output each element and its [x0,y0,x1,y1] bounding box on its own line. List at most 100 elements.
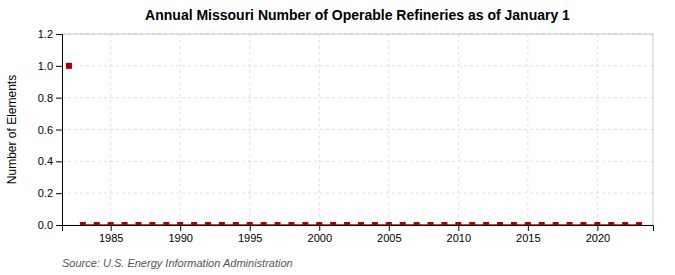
point [358,222,364,225]
point [441,222,447,225]
tick: 1990 [168,225,192,244]
tick-mark [180,225,181,231]
point [455,222,461,225]
tick-label: 0.4 [38,155,53,167]
point [594,222,600,225]
point [302,222,308,225]
point [553,222,559,225]
marks [66,63,642,225]
tick-label: 2020 [586,232,610,244]
tick: 1995 [238,225,262,244]
point [386,222,392,225]
point [288,222,294,225]
tick-label: 2010 [447,232,471,244]
tick: 1.0 [38,60,62,72]
grid-line [319,34,320,225]
point [400,222,406,225]
point [261,222,267,225]
point [539,222,545,225]
point [580,222,586,225]
tick-mark [56,66,62,67]
point [636,222,642,225]
point [372,222,378,225]
point [122,222,128,225]
tick-label: 2005 [377,232,401,244]
point [66,63,72,69]
point [525,222,531,225]
tick-label: 1.2 [38,28,53,40]
tick-mark [56,225,62,226]
y-axis: 0.0 0.2 0.4 0.6 0.8 1.0 1.2 [38,28,63,231]
point [163,222,169,225]
point [205,222,211,225]
point [414,222,420,225]
frame [653,34,654,225]
tick-mark [56,130,62,131]
tick-label: 0.0 [38,219,53,231]
grid-line [62,97,653,98]
point [511,222,517,225]
tick: 2000 [308,225,332,244]
tick-mark [56,193,62,194]
tick-mark [458,225,459,231]
point [135,222,141,225]
tick: 0.4 [38,155,62,167]
tick-label: 1990 [168,232,192,244]
point [233,222,239,225]
tick: 2005 [377,225,401,244]
y-axis-label: Number of Elements [5,75,19,184]
tick-mark [389,225,390,231]
point [275,222,281,225]
tick-mark [250,225,251,231]
title: Annual Missouri Number of Operable Refin… [145,7,570,23]
tick-label: 0.2 [38,187,53,199]
tick-label: 1.0 [38,60,53,72]
tick: 1.2 [38,28,62,40]
tick-mark [56,161,62,162]
grid [62,34,653,225]
tick: 0.6 [38,124,62,136]
point [94,222,100,225]
tick-mark [528,225,529,231]
tick-label: 1995 [238,232,262,244]
point [330,222,336,225]
tick-label: 0.6 [38,124,53,136]
grid-line [62,161,653,162]
frame [62,34,653,35]
tick-label: 0.8 [38,92,53,104]
point [483,222,489,225]
tick: 1985 [99,225,123,244]
x-axis: 1985 1990 1995 2000 2005 2010 2015 2020 [63,225,654,244]
axis-line [56,35,63,226]
tick: 0.8 [38,92,62,104]
plot-area: 198519901995200020052010201520200.00.20.… [38,28,654,244]
grid-line [180,34,181,225]
point [344,222,350,225]
tick-label: 2015 [516,232,540,244]
source: Source: U.S. Energy Information Administ… [62,257,293,269]
point [177,222,183,225]
tick-mark [56,34,62,35]
tick-label: 1985 [99,232,123,244]
grid-line [62,129,653,130]
tick: 2015 [516,225,540,244]
tick: 2020 [586,225,610,244]
tick-mark [56,98,62,99]
tick-mark [319,225,320,231]
grid-line [527,34,528,225]
tick: 0.2 [38,187,62,199]
point [567,222,573,225]
point [428,222,434,225]
axis-line [63,226,654,232]
point [608,222,614,225]
point [108,222,114,225]
point [622,222,628,225]
tick: 0.0 [38,219,62,231]
point [191,222,197,225]
grid-line [62,193,653,194]
tick-mark [111,225,112,231]
tick: 2010 [447,225,471,244]
point [247,222,253,225]
point [316,222,322,225]
tick-mark [597,225,598,231]
